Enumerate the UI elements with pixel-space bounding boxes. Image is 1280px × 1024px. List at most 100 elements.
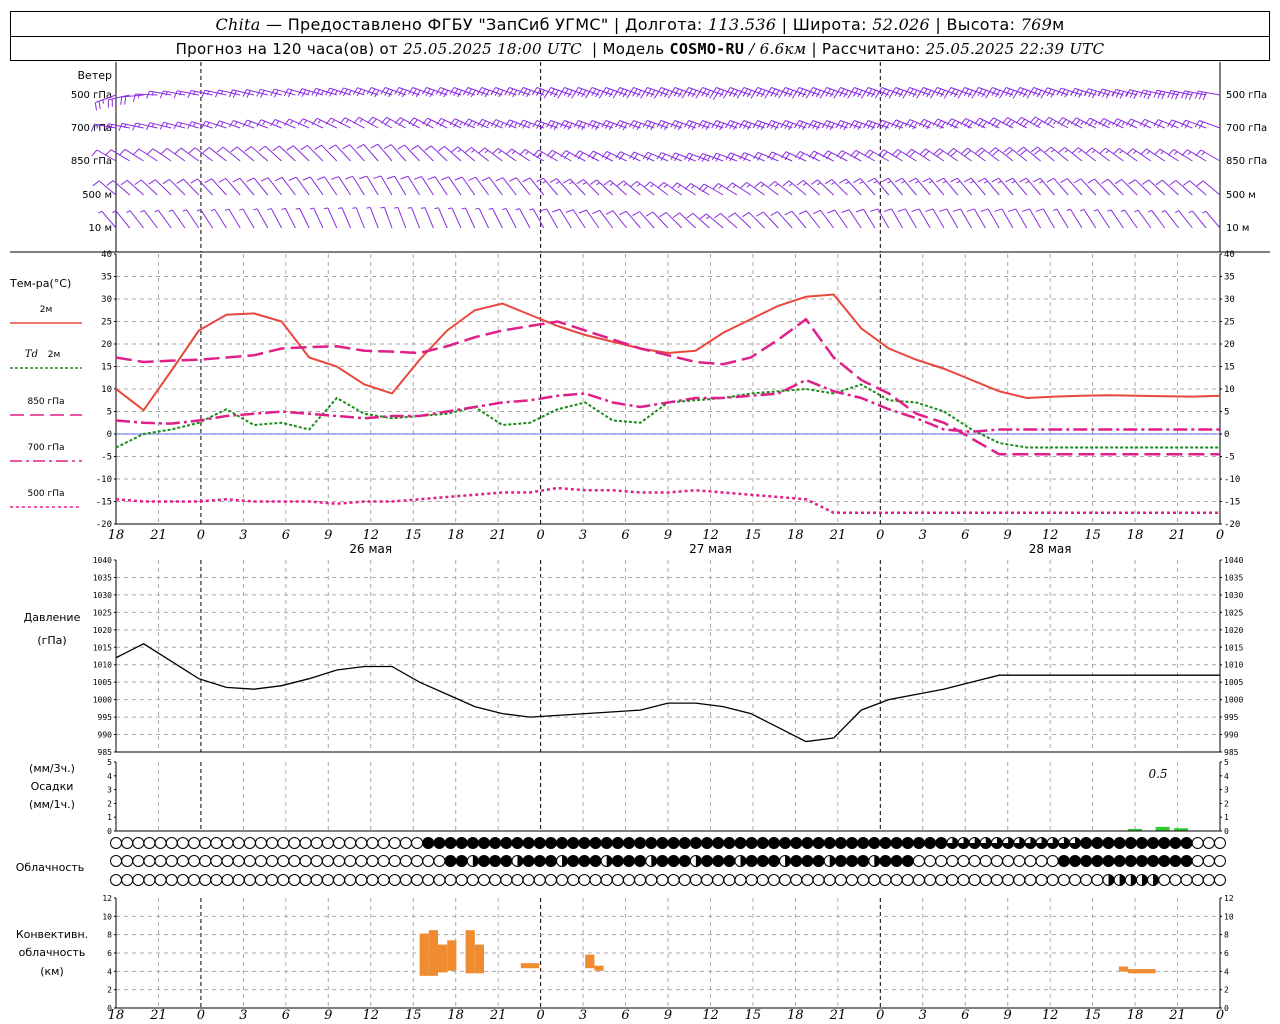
wind-barb-staff [256,208,269,229]
wind-barb-feather [646,153,652,161]
wind-barb-feather [267,208,272,211]
cloud-cover-symbol [1046,874,1059,886]
wind-barb-staff [338,176,352,196]
wind-barb-feather [281,207,286,210]
cloud-cover-symbol [121,855,134,867]
wind-barb-feather [137,94,140,99]
wind-barb-feather [918,118,925,127]
wind-barb-staff [559,209,572,229]
wind-barb-feather [687,121,693,129]
prec-ytick-left: 0 [107,827,112,836]
cloud-cover-symbol [1080,837,1093,849]
wind-barb-staff [572,209,586,229]
temp-ytick-right: 20 [1224,340,1235,350]
cloud-cover-symbol [444,855,457,867]
wind-barb-staff [748,212,765,229]
cloud-cover-symbol [165,837,178,849]
wind-barb-staff [492,208,503,229]
wind-barb-feather [922,177,931,183]
wind-barb-feather [642,87,648,95]
cloud-cover-symbol [823,874,836,886]
wind-barb-feather [812,209,821,215]
wind-barb-feather [670,152,676,160]
cloud-cover-symbol [1214,874,1226,886]
prec-ytick-left: 2 [107,799,112,808]
temp-hour-label: 21 [149,528,167,543]
wind-barb-feather [301,89,307,98]
wind-barb-feather [1017,146,1024,153]
wind-barb-feather [1005,177,1013,183]
temp-hour-label: 3 [579,528,587,543]
temp-ytick-right: 5 [1224,408,1229,418]
wind-barb-feather [339,87,344,96]
wind-barb-feather [802,89,808,98]
wind-barb-feather [825,88,831,96]
wind-barb-feather [1064,90,1070,98]
wind-barb-feather [904,87,910,95]
conv-ytick-left: 0 [107,1004,112,1013]
wind-barb-feather [505,148,512,155]
wind-barb-staff [377,143,393,162]
wind-barb-feather [407,207,412,209]
wind-barb-feather [739,87,745,95]
wind-barb-feather [1036,120,1043,128]
wind-barb-staff [98,180,117,196]
wind-barb-feather [628,120,634,128]
cloud-cover-symbol [801,874,814,886]
wind-barb-staff [96,149,117,162]
wind-barb-feather [843,89,849,98]
wind-barb-staff [834,209,848,229]
wind-barb-staff [424,207,434,229]
wind-barb-feather [260,177,269,182]
wind-barb-feather [956,180,961,184]
wind-barb-feather [1167,149,1175,156]
wind-barb-feather [891,119,897,127]
wind-barb-feather [914,180,919,184]
wind-barb-staff [135,93,158,96]
cloud-cover-symbol [422,855,435,867]
wind-barb-staff [1091,147,1110,162]
wind-barb-feather [836,150,843,158]
cloud-cover-symbol [254,855,267,867]
wind-barb-feather [1160,150,1164,155]
wind-barb-feather [964,150,972,157]
wind-barb-feather [1125,89,1131,98]
wind-barb-feather [393,206,399,209]
latitude-label: Широта: [792,14,867,34]
wind-barb-feather [1107,209,1112,212]
wind-barb-feather [463,87,469,95]
conv-hour-label: 6 [621,1008,629,1023]
wind-barb-feather [145,122,151,131]
wind-barb-feather [967,121,974,129]
cloud-cover-symbol [388,855,401,867]
cloud-cover-fill [1141,874,1148,886]
wind-barb-staff [434,176,448,196]
convective-bar [474,944,484,974]
temp-ytick-left: 25 [101,318,112,328]
wind-barb-feather [808,120,814,128]
precip-bar [1155,826,1170,831]
wind-barb-staff [200,209,214,229]
wind-barb-feather [425,88,431,96]
cloud-cover-fill [1119,874,1126,886]
cloud-cover-symbol [946,855,959,867]
wind-barb-feather [224,208,230,211]
cloud-cover-symbol [366,855,379,867]
wind-barb-staff [774,180,793,196]
temp-hour-label: 21 [829,528,847,543]
temp-ytick-right: 25 [1224,318,1235,328]
cloud-cover-symbol [1180,837,1193,849]
cloud-cover-symbol [622,855,635,867]
wind-barb-feather [808,87,814,95]
wind-barb-feather [165,91,168,96]
wind-barb-feather [1105,90,1111,99]
wind-barb-feather [1097,91,1101,96]
cloud-cover-symbol [299,837,312,849]
wind-barb-feather [760,183,765,188]
wind-barb-feather [105,149,112,156]
cloud-cover-symbol [935,855,948,867]
wind-barb-feather [274,176,283,182]
wind-barb-feather [532,120,538,128]
legend-label: 2м [40,305,53,315]
wind-barb-feather [650,183,654,188]
